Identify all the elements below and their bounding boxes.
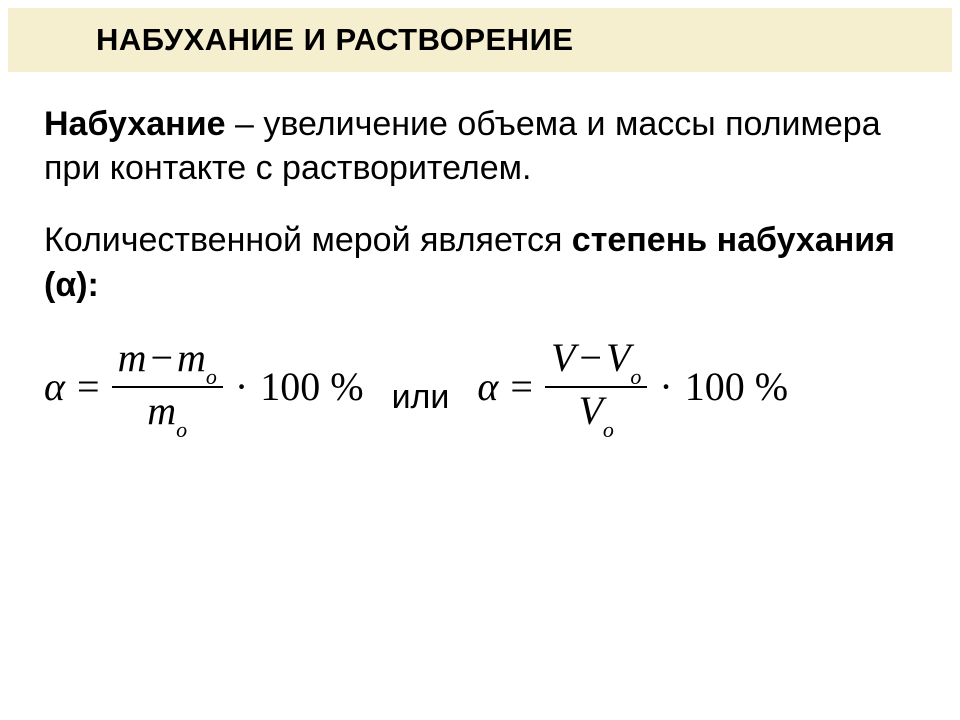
measure-paragraph: Количественной мерой является степень на… <box>44 218 916 306</box>
subscript-o-den: o <box>603 417 614 442</box>
percent-sign: % <box>755 363 788 410</box>
denominator-volume: Vo <box>572 390 619 437</box>
var-m-o-den: m <box>147 388 176 433</box>
definition-term: Набухание <box>44 105 226 143</box>
content-area: Набухание – увеличение объема и массы по… <box>8 72 952 437</box>
formula-volume: α = V−Vo Vo ·100% <box>477 337 788 437</box>
hundred: 100 <box>260 363 320 410</box>
formula-mass: α = m−mo mo ·100% <box>44 337 364 437</box>
definition-sep: – <box>226 105 264 143</box>
hundred: 100 <box>685 363 745 410</box>
slide: НАБУХАНИЕ И РАСТВОРЕНИЕ Набухание – увел… <box>0 0 960 720</box>
minus-sign: − <box>575 335 606 380</box>
var-v-o: V <box>606 335 630 380</box>
slide-title: НАБУХАНИЕ И РАСТВОРЕНИЕ <box>96 22 574 58</box>
subscript-o: o <box>630 364 641 389</box>
subscript-o-den: o <box>176 417 187 442</box>
equals-sign: = <box>508 363 535 410</box>
measure-prefix: Количественной мерой является <box>44 221 572 259</box>
fraction-volume: V−Vo Vo <box>545 337 647 437</box>
denominator-mass: mo <box>141 390 193 437</box>
mult-dot: · <box>233 363 250 410</box>
var-m: m <box>118 335 147 380</box>
definition-paragraph: Набухание – увеличение объема и массы по… <box>44 102 916 190</box>
or-word: или <box>392 356 450 417</box>
numerator-volume: V−Vo <box>545 337 647 384</box>
percent-sign: % <box>330 363 363 410</box>
title-bar: НАБУХАНИЕ И РАСТВОРЕНИЕ <box>8 8 952 72</box>
minus-sign: − <box>146 335 177 380</box>
var-v: V <box>551 335 575 380</box>
alpha-symbol: α <box>44 363 65 410</box>
equals-sign: = <box>75 363 102 410</box>
alpha-symbol: α <box>477 363 498 410</box>
fraction-mass: m−mo mo <box>112 337 223 437</box>
mult-dot: · <box>657 363 674 410</box>
numerator-mass: m−mo <box>112 337 223 384</box>
formula-row: α = m−mo mo ·100% или α = <box>44 337 916 437</box>
var-v-o-den: V <box>578 388 602 433</box>
var-m-o: m <box>177 335 206 380</box>
subscript-o: o <box>206 364 217 389</box>
